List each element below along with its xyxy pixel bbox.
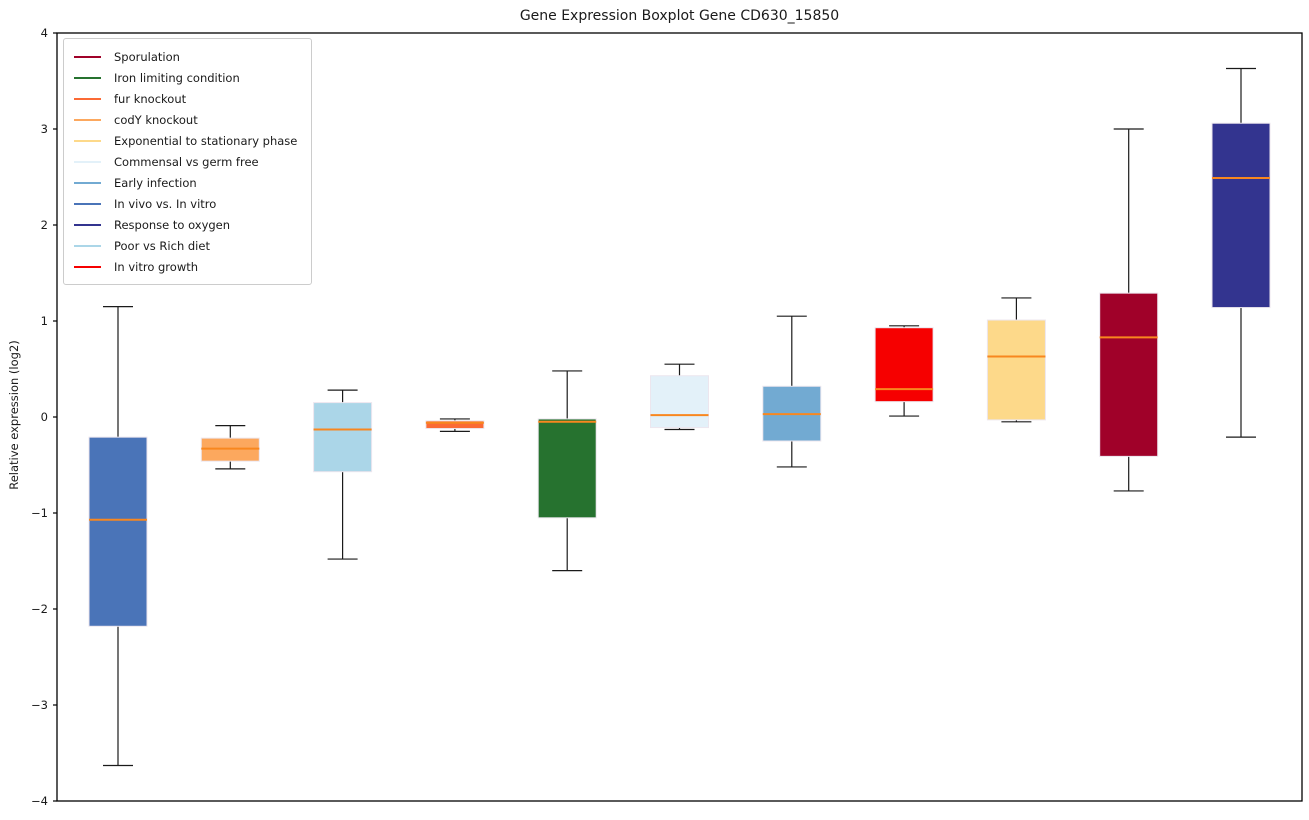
legend-item: Exponential to stationary phase	[74, 130, 297, 151]
legend-swatch-line	[74, 265, 101, 268]
legend-item: In vitro growth	[74, 256, 297, 277]
legend-item: Sporulation	[74, 46, 297, 67]
box	[88, 436, 148, 627]
legend-item: Commensal vs germ free	[74, 151, 297, 172]
chart-title: Gene Expression Boxplot Gene CD630_15850	[519, 8, 840, 24]
legend-item-label: codY knockout	[114, 112, 198, 127]
legend-item: Response to oxygen	[74, 214, 297, 235]
legend-swatch-line	[74, 55, 101, 58]
y-tick-label: −1	[31, 506, 48, 520]
legend-item-label: Commensal vs germ free	[114, 154, 259, 169]
boxplot-in-vivo-vs-in-vitro	[88, 306, 148, 767]
legend-swatch-line	[74, 244, 101, 247]
y-tick-label: −2	[31, 602, 48, 616]
y-tick-label: −3	[31, 698, 48, 712]
box	[1211, 122, 1271, 309]
legend-item-label: Response to oxygen	[114, 217, 231, 232]
box	[1099, 292, 1159, 457]
legend-item-label: Poor vs Rich diet	[114, 238, 210, 253]
legend-item: Poor vs Rich diet	[74, 235, 297, 256]
box	[537, 418, 597, 519]
box	[874, 327, 934, 403]
y-tick-label: 3	[41, 122, 48, 136]
boxplot-sporulation	[1099, 128, 1159, 492]
legend-item: Early infection	[74, 172, 297, 193]
box	[650, 375, 709, 429]
boxplot-iron-limiting-condition	[537, 370, 597, 572]
legend-item: Iron limiting condition	[74, 67, 297, 88]
box	[425, 420, 485, 430]
legend-swatch-line	[74, 118, 101, 121]
y-tick-label: 4	[41, 26, 48, 40]
legend-swatch-line	[74, 202, 101, 205]
legend-swatch-line	[74, 223, 101, 226]
boxplot-exponential-to-stationary-phase	[986, 297, 1046, 423]
y-tick-label: 1	[41, 314, 48, 328]
legend-item-label: fur knockout	[114, 91, 187, 106]
legend-swatch-line	[74, 139, 101, 142]
legend-item-label: Iron limiting condition	[114, 70, 240, 85]
chart-legend: Sporulation Iron limiting condition fur kn…	[63, 38, 313, 285]
boxplot-in-vitro-growth	[874, 325, 934, 417]
legend-swatch-line	[74, 160, 101, 163]
legend-item: fur knockout	[74, 88, 297, 109]
legend-item-label: Early infection	[114, 175, 197, 190]
boxplot-cody-knockout	[200, 425, 260, 470]
legend-item: codY knockout	[74, 109, 297, 130]
legend-item-label: In vitro growth	[114, 259, 199, 274]
boxplot-fur-knockout	[425, 418, 485, 432]
legend-swatch-line	[74, 97, 101, 100]
legend-swatch-line	[74, 181, 101, 184]
legend-swatch-line	[74, 76, 101, 79]
legend-item-label: Sporulation	[114, 49, 180, 64]
boxplot-early-infection	[762, 315, 822, 468]
boxplot-response-to-oxygen	[1211, 67, 1271, 438]
box	[313, 402, 373, 473]
y-tick-label: −4	[31, 794, 48, 808]
boxplot-poor-vs-rich-diet	[313, 389, 373, 560]
legend-item-label: In vivo vs. In vitro	[114, 196, 217, 211]
legend-item-label: Exponential to stationary phase	[114, 133, 298, 148]
legend-item: In vivo vs. In vitro	[74, 193, 297, 214]
boxplot-commensal-vs-germ-free	[650, 363, 709, 431]
y-tick-label: 0	[41, 410, 48, 424]
box	[986, 319, 1046, 421]
y-tick-label: 2	[41, 218, 48, 232]
